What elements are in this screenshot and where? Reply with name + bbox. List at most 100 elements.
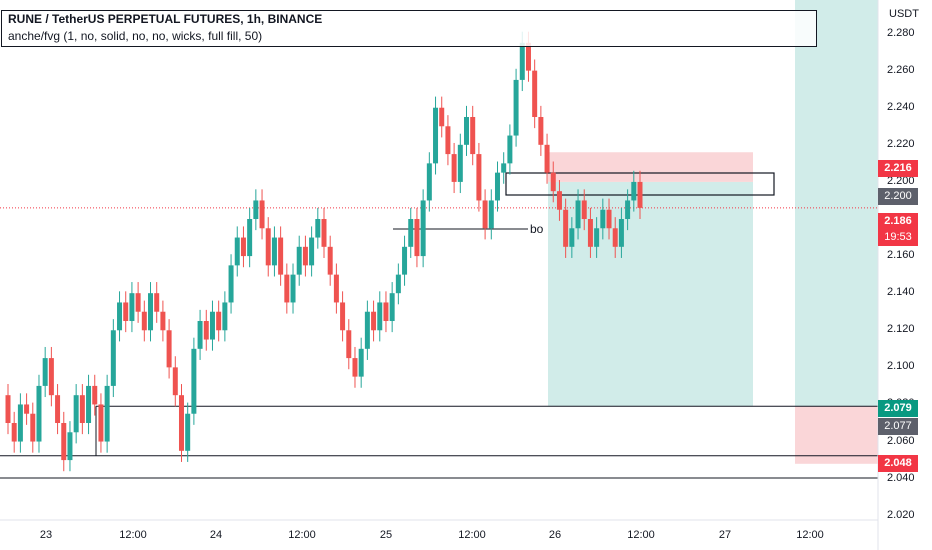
- candle-body: [203, 321, 209, 340]
- candle-body: [240, 237, 246, 257]
- candle-body: [290, 274, 296, 303]
- candle-body: [5, 395, 11, 423]
- candle-body: [631, 181, 637, 201]
- candle-body: [352, 358, 358, 377]
- candle-body: [48, 358, 54, 396]
- candle-body: [296, 246, 302, 275]
- candle-body: [575, 200, 581, 229]
- time-tick: 12:00: [288, 529, 316, 541]
- time-tick: 12:00: [796, 529, 824, 541]
- candle-body: [247, 219, 253, 257]
- candle-body: [278, 237, 284, 275]
- candle-body: [135, 293, 141, 312]
- candle-body: [414, 219, 420, 257]
- candle-body: [482, 200, 488, 229]
- symbol-title[interactable]: RUNE / TetherUS PERPETUAL FUTURES, 1h, B…: [8, 12, 323, 26]
- candle-body: [470, 117, 476, 155]
- candle-body: [420, 200, 426, 257]
- candle-body: [532, 70, 538, 117]
- candle-body: [494, 172, 500, 201]
- candle-body: [178, 395, 184, 451]
- candle-body: [507, 135, 513, 164]
- right-loss-zone: [795, 406, 878, 464]
- candle-body: [321, 219, 327, 247]
- last-price-badge: 2.186: [878, 213, 918, 230]
- candle-body: [228, 265, 234, 303]
- candle-body: [581, 200, 587, 219]
- candle-body: [556, 191, 562, 210]
- candle-body: [433, 107, 439, 164]
- candle-body: [525, 42, 531, 71]
- price-badge-low: 2.048: [878, 455, 918, 472]
- price-tick: 2.240: [887, 100, 915, 113]
- candle-body: [538, 117, 544, 145]
- position-profit-zone: [548, 181, 753, 407]
- candle-body: [24, 404, 30, 414]
- candle-body: [172, 367, 178, 396]
- candle-body: [73, 395, 79, 433]
- candle-body: [92, 385, 98, 405]
- candle-body: [302, 246, 308, 266]
- time-tick: 24: [209, 529, 223, 541]
- candle-body: [451, 154, 457, 182]
- time-tick: 26: [548, 529, 562, 541]
- candle-body: [501, 163, 507, 173]
- price-tick: 2.260: [887, 63, 915, 76]
- candle-body: [364, 311, 370, 349]
- candle-body: [587, 219, 593, 247]
- candle-body: [160, 311, 166, 331]
- price-badge-entry: 2.200: [878, 188, 918, 205]
- price-tick: 2.220: [887, 137, 915, 150]
- candle-body: [457, 144, 463, 182]
- candle-body: [197, 321, 203, 349]
- candle-body: [117, 302, 123, 331]
- candle-body: [445, 126, 451, 155]
- time-tick: 27: [718, 529, 732, 541]
- candle-body: [488, 200, 494, 229]
- candle-body: [358, 348, 364, 377]
- candle-body: [129, 293, 135, 321]
- candle-body: [309, 237, 315, 266]
- candle-body: [86, 385, 92, 423]
- price-badge-high: 2.216: [878, 160, 918, 177]
- candle-body: [234, 237, 240, 266]
- indicator-label[interactable]: anche/fvg (1, no, solid, no, no, wicks, …: [8, 29, 263, 43]
- candle-body: [79, 395, 85, 423]
- price-tick: 2.160: [887, 249, 915, 262]
- candle-body: [408, 219, 414, 247]
- candle-body: [104, 385, 110, 442]
- candle-body: [637, 181, 643, 208]
- right-profit-zone: [795, 0, 878, 407]
- candle-body: [544, 144, 550, 173]
- candle-body: [315, 219, 321, 238]
- time-tick: 12:00: [119, 529, 147, 541]
- candle-body: [30, 413, 36, 442]
- candle-body: [594, 228, 600, 247]
- price-tick: 2.120: [887, 323, 915, 336]
- candle-body: [17, 404, 23, 442]
- candle-body: [340, 302, 346, 331]
- candle-body: [216, 311, 222, 331]
- candle-body: [148, 293, 154, 331]
- price-tick: 2.280: [887, 26, 915, 39]
- candle-body: [569, 228, 575, 247]
- candle-body: [612, 228, 618, 247]
- price-badge-zone-top: 2.079: [878, 400, 918, 417]
- candle-body: [439, 107, 445, 127]
- candle-body: [395, 274, 401, 294]
- candle-body: [259, 200, 265, 229]
- candle-body: [123, 302, 129, 321]
- price-tick: 2.040: [887, 471, 915, 484]
- price-badge-zone-mid: 2.077: [878, 418, 918, 435]
- candle-body: [563, 209, 569, 247]
- annotation-label: bo: [530, 222, 544, 236]
- candle-body: [110, 330, 116, 386]
- price-tick: 2.200: [887, 174, 915, 187]
- candle-body: [265, 228, 271, 266]
- candle-body: [476, 154, 482, 201]
- candle-body: [154, 293, 160, 312]
- candle-body: [519, 42, 525, 80]
- candle-body: [327, 246, 333, 275]
